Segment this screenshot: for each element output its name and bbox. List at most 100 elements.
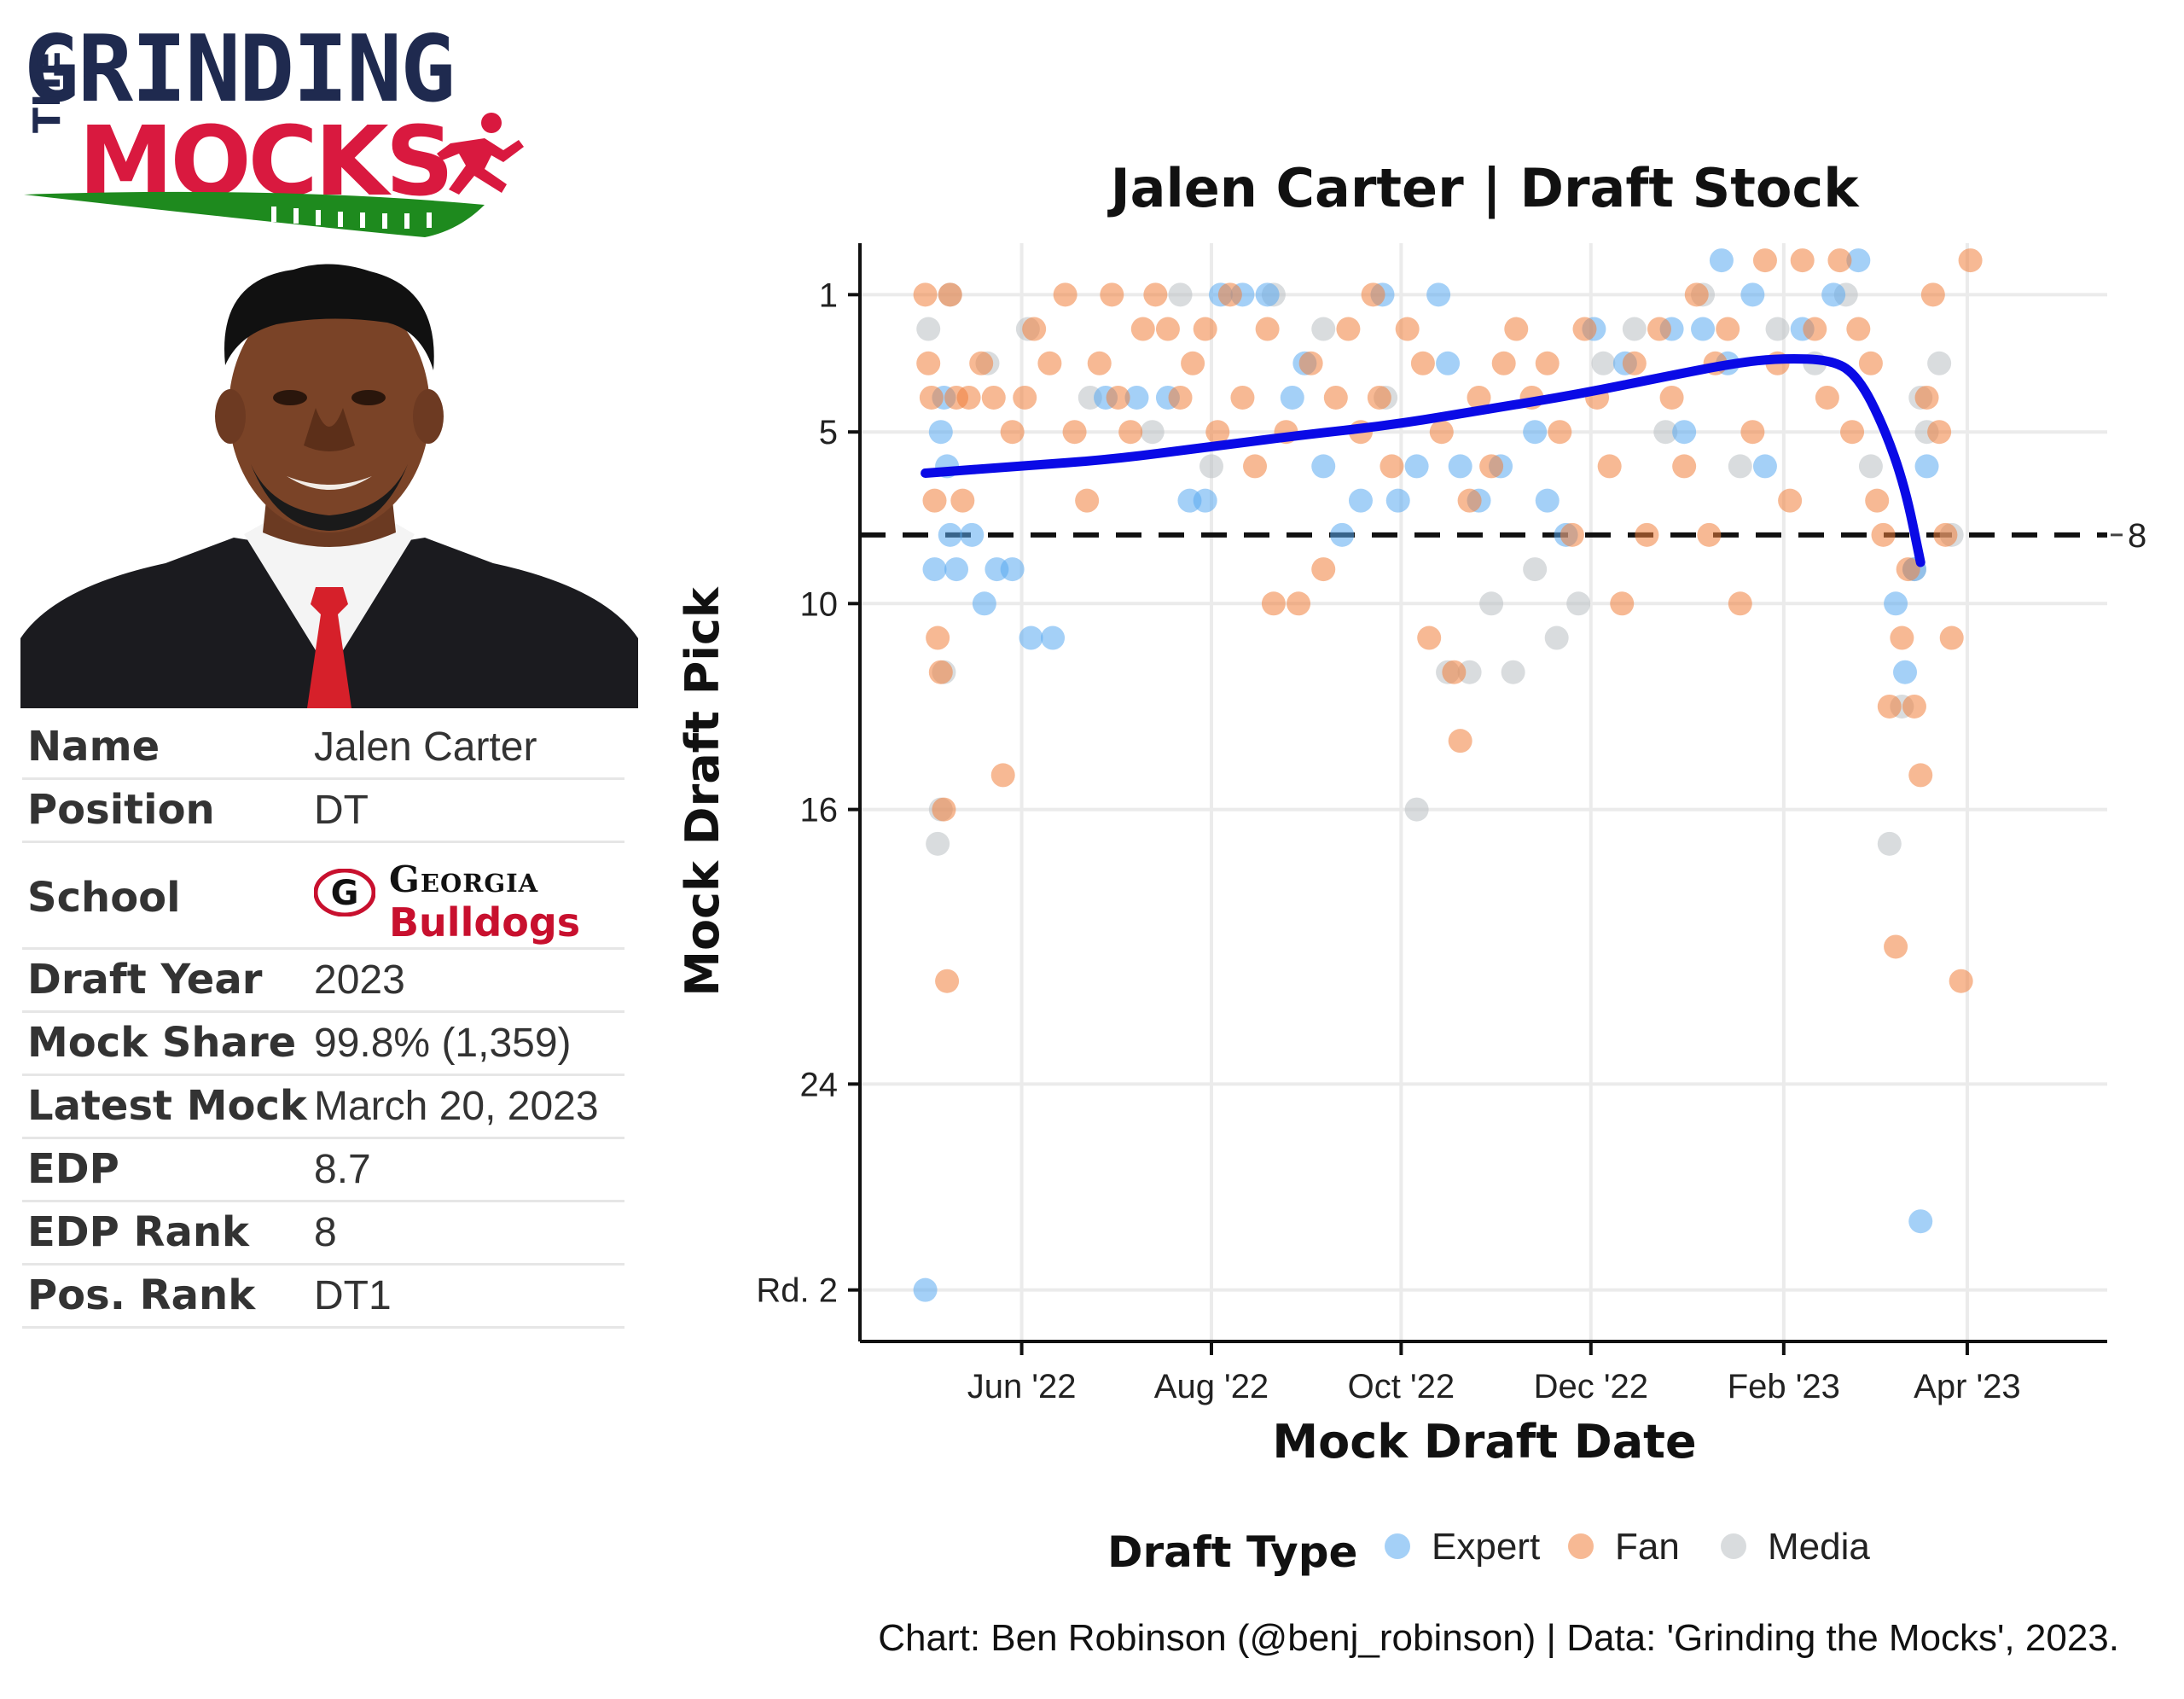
x-tick-label: Feb '23 bbox=[1728, 1368, 1840, 1405]
point-fan bbox=[1361, 282, 1385, 307]
legend-swatch-media bbox=[1721, 1533, 1746, 1559]
point-fan bbox=[1927, 420, 1952, 445]
point-fan bbox=[1610, 591, 1635, 616]
point-fan bbox=[1803, 317, 1827, 341]
info-label: EDP Rank bbox=[27, 1208, 249, 1256]
point-fan bbox=[1659, 385, 1684, 410]
y-tick-labels: 1 5 10 16 24 Rd. 2 bbox=[756, 276, 860, 1310]
point-fan bbox=[1100, 282, 1124, 307]
point-expert bbox=[1846, 248, 1871, 273]
info-value: 8 bbox=[314, 1210, 337, 1255]
info-value: 99.8% (1,359) bbox=[314, 1021, 572, 1066]
info-row-name: Name Jalen Carter bbox=[22, 717, 624, 780]
point-media bbox=[1140, 420, 1165, 445]
point-fan bbox=[1939, 625, 1964, 650]
y-axis-title: Mock Draft Pick bbox=[676, 586, 729, 997]
point-fan bbox=[1790, 248, 1815, 273]
x-tick-labels: Jun '22 Aug '22 Oct '22 Dec '22 Feb '23 Apr '… bbox=[967, 1341, 2021, 1405]
point-expert bbox=[1000, 557, 1025, 582]
point-fan bbox=[1075, 488, 1100, 513]
point-fan bbox=[1298, 351, 1323, 375]
point-fan bbox=[1417, 625, 1442, 650]
point-fan bbox=[1572, 317, 1597, 341]
x-tick-label: Apr '23 bbox=[1914, 1368, 2021, 1405]
point-fan bbox=[1535, 351, 1560, 375]
point-fan bbox=[1410, 351, 1435, 375]
point-media bbox=[1544, 625, 1569, 650]
point-fan bbox=[1311, 557, 1336, 582]
point-fan bbox=[1467, 385, 1491, 410]
point-fan bbox=[1205, 420, 1230, 445]
point-expert bbox=[1535, 488, 1560, 513]
point-expert bbox=[1709, 248, 1734, 273]
info-row-latest-mock: Latest Mock March 20, 2023 bbox=[22, 1076, 624, 1139]
point-expert bbox=[1740, 282, 1765, 307]
football-field-icon bbox=[24, 191, 485, 237]
point-fan bbox=[1890, 625, 1914, 650]
point-expert bbox=[960, 522, 985, 547]
point-fan bbox=[1778, 488, 1803, 513]
point-fan bbox=[1448, 729, 1472, 753]
point-fan bbox=[969, 351, 994, 375]
legend-swatch-expert bbox=[1385, 1533, 1410, 1559]
point-fan bbox=[1858, 351, 1883, 375]
point-fan bbox=[1491, 351, 1516, 375]
point-fan bbox=[1504, 317, 1529, 341]
y-tick-label: 1 bbox=[819, 276, 838, 314]
point-fan bbox=[1597, 454, 1622, 479]
legend-label: Expert bbox=[1432, 1526, 1540, 1568]
point-media bbox=[1591, 351, 1616, 375]
legend-label: Fan bbox=[1615, 1526, 1680, 1568]
point-fan bbox=[1217, 282, 1242, 307]
point-fan bbox=[1106, 385, 1130, 410]
point-fan bbox=[1920, 282, 1945, 307]
y-tick-label: 16 bbox=[800, 792, 839, 829]
point-fan bbox=[1442, 660, 1467, 684]
point-fan bbox=[1815, 385, 1839, 410]
point-expert bbox=[1041, 625, 1066, 650]
point-expert bbox=[1255, 282, 1280, 307]
point-expert bbox=[1280, 385, 1304, 410]
point-fan bbox=[1896, 557, 1920, 582]
point-media bbox=[1765, 317, 1790, 341]
point-fan bbox=[956, 385, 981, 410]
trend-line bbox=[921, 353, 1926, 567]
point-fan bbox=[1000, 420, 1025, 445]
georgia-g-icon: G bbox=[314, 869, 375, 916]
point-fan bbox=[913, 282, 938, 307]
point-fan bbox=[1130, 317, 1155, 341]
point-media bbox=[1501, 660, 1525, 684]
point-fan bbox=[1336, 317, 1361, 341]
point-fan bbox=[1914, 385, 1939, 410]
point-fan bbox=[922, 488, 947, 513]
grinding-the-mocks-logo: GRINDING THE MOCKS bbox=[24, 24, 524, 237]
point-expert bbox=[1348, 488, 1373, 513]
info-row-pos-rank: Pos. Rank DT1 bbox=[22, 1266, 624, 1329]
point-expert bbox=[1908, 1209, 1933, 1234]
point-fan bbox=[938, 282, 962, 307]
info-row-draft-year: Draft Year 2023 bbox=[22, 950, 624, 1013]
info-row-edp: EDP 8.7 bbox=[22, 1139, 624, 1202]
info-row-edp-rank: EDP Rank 8 bbox=[22, 1202, 624, 1266]
point-expert bbox=[913, 1277, 938, 1302]
point-fan bbox=[1193, 317, 1217, 341]
trend-line-group bbox=[921, 353, 1926, 567]
point-expert bbox=[1311, 454, 1336, 479]
point-expert bbox=[1752, 454, 1777, 479]
point-media bbox=[1479, 591, 1504, 616]
point-fan bbox=[1243, 454, 1268, 479]
point-fan bbox=[1635, 522, 1659, 547]
point-fan bbox=[1877, 694, 1902, 719]
point-fan bbox=[1087, 351, 1112, 375]
info-value: DT bbox=[314, 788, 369, 833]
point-fan bbox=[981, 385, 1006, 410]
point-expert bbox=[1330, 522, 1355, 547]
chart-legend: Draft Type Expert Fan Media bbox=[1107, 1526, 1870, 1577]
point-fan bbox=[1395, 317, 1420, 341]
legend-label: Media bbox=[1768, 1526, 1870, 1568]
point-fan bbox=[926, 625, 950, 650]
point-expert bbox=[928, 420, 953, 445]
point-expert bbox=[1884, 591, 1908, 616]
y-tick-label: Rd. 2 bbox=[756, 1272, 838, 1310]
